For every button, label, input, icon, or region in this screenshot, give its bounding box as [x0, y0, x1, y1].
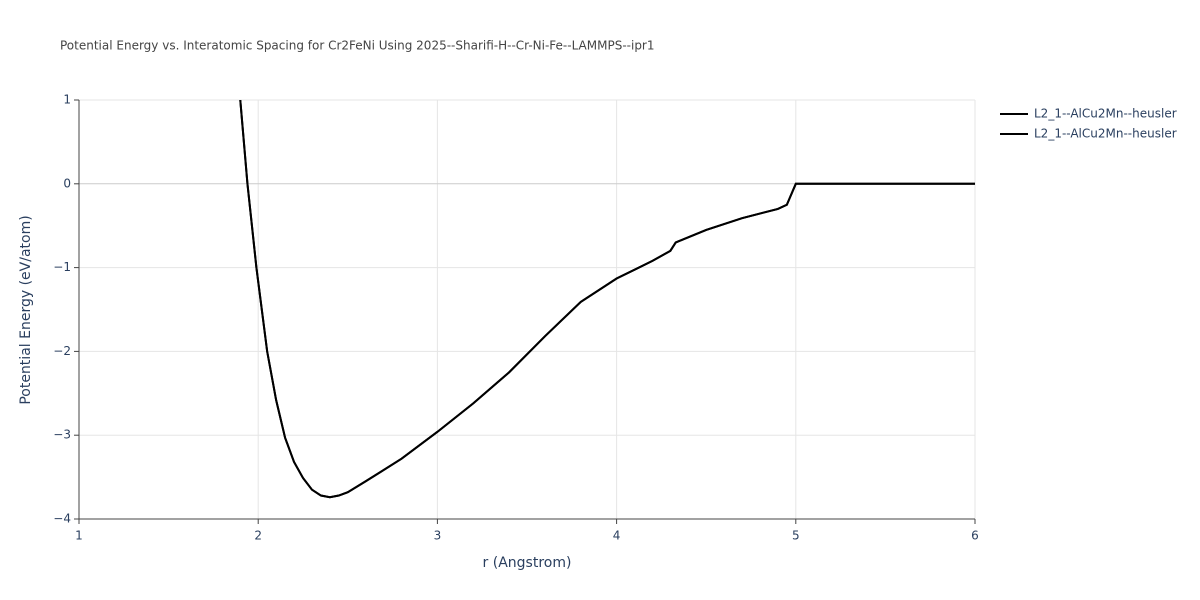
y-tick-label: −2 [53, 344, 71, 358]
x-tick-label: 2 [254, 529, 262, 543]
y-tick-label: −3 [53, 428, 71, 442]
x-tick-label: 3 [434, 529, 442, 543]
x-axis-title: r (Angstrom) [483, 555, 572, 571]
y-tick-label: −4 [53, 512, 71, 526]
y-axis-title: Potential Energy (eV/atom) [18, 215, 34, 404]
x-tick-label: 4 [613, 529, 621, 543]
y-tick-label: 1 [63, 93, 71, 107]
x-tick-label: 1 [75, 529, 83, 543]
y-tick-label: 0 [63, 176, 71, 190]
line [239, 100, 975, 499]
x-tick-label: 5 [792, 529, 800, 543]
chart-title: Potential Energy vs. Interatomic Spacing… [60, 39, 655, 53]
x-tick-label: 6 [971, 529, 979, 543]
y-tick-label: −1 [53, 260, 71, 274]
legend-label: L2_1--AlCu2Mn--heusler [1034, 107, 1177, 121]
legend-label: L2_1--AlCu2Mn--heusler [1034, 127, 1177, 141]
